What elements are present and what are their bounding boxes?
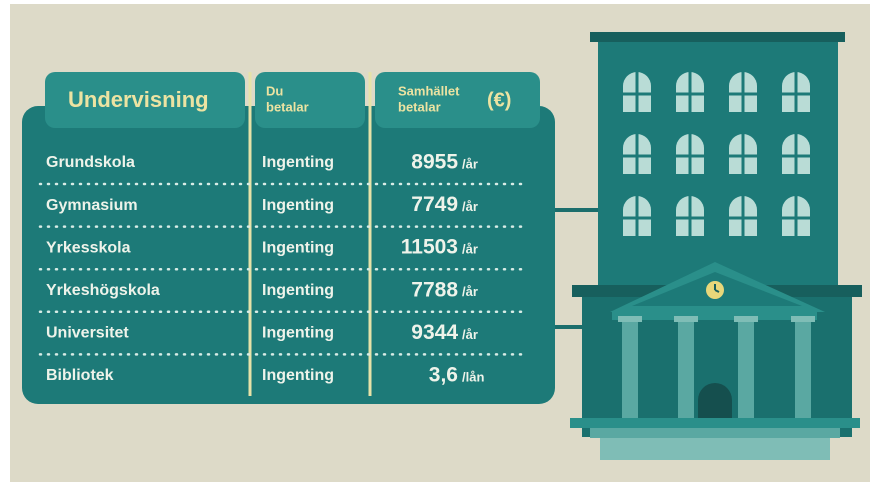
row-unit: /år: [462, 284, 478, 299]
row-amount: 9344: [411, 321, 458, 344]
row-you-pay: Ingenting: [262, 367, 334, 384]
row-name: Grundskola: [46, 154, 135, 171]
row-amount: 11503: [401, 236, 458, 259]
header-you-pay: betalar: [266, 99, 309, 114]
row-unit: /lån: [462, 369, 484, 384]
header-subject: Undervisning: [68, 87, 209, 112]
row-amount: 7749: [411, 193, 458, 216]
building: [570, 32, 862, 460]
pillar: [622, 320, 638, 420]
header-society-pay: betalar: [398, 99, 441, 114]
row-you-pay: Ingenting: [262, 154, 334, 171]
pillar-cap: [618, 316, 642, 322]
row-amount: 7788: [411, 278, 458, 301]
row-unit: /år: [462, 199, 478, 214]
row-amount: 8955: [411, 151, 458, 174]
pillar: [678, 320, 694, 420]
header-currency: (€): [487, 89, 511, 111]
header-society-pay: Samhället: [398, 83, 460, 98]
header-you-pay: Du: [266, 83, 283, 98]
row-unit: /år: [462, 327, 478, 342]
row-unit: /år: [462, 242, 478, 257]
row-name: Gymnasium: [46, 197, 138, 214]
row-you-pay: Ingenting: [262, 239, 334, 256]
row-you-pay: Ingenting: [262, 282, 334, 299]
pillar: [795, 320, 811, 420]
pillar-cap: [734, 316, 758, 322]
row-amount: 3,6: [429, 364, 458, 387]
row-you-pay: Ingenting: [262, 197, 334, 214]
row-you-pay: Ingenting: [262, 325, 334, 342]
pillar-cap: [674, 316, 698, 322]
pillar: [738, 320, 754, 420]
row-name: Yrkeshögskola: [46, 282, 160, 299]
row-name: Universitet: [46, 325, 129, 342]
pillar-cap: [791, 316, 815, 322]
page: Undervisning Du betalar Samhället betala…: [0, 0, 880, 490]
infographic: Undervisning Du betalar Samhället betala…: [0, 0, 880, 490]
row-name: Bibliotek: [46, 367, 114, 384]
row-name: Yrkesskola: [46, 239, 131, 256]
row-unit: /år: [462, 156, 478, 171]
